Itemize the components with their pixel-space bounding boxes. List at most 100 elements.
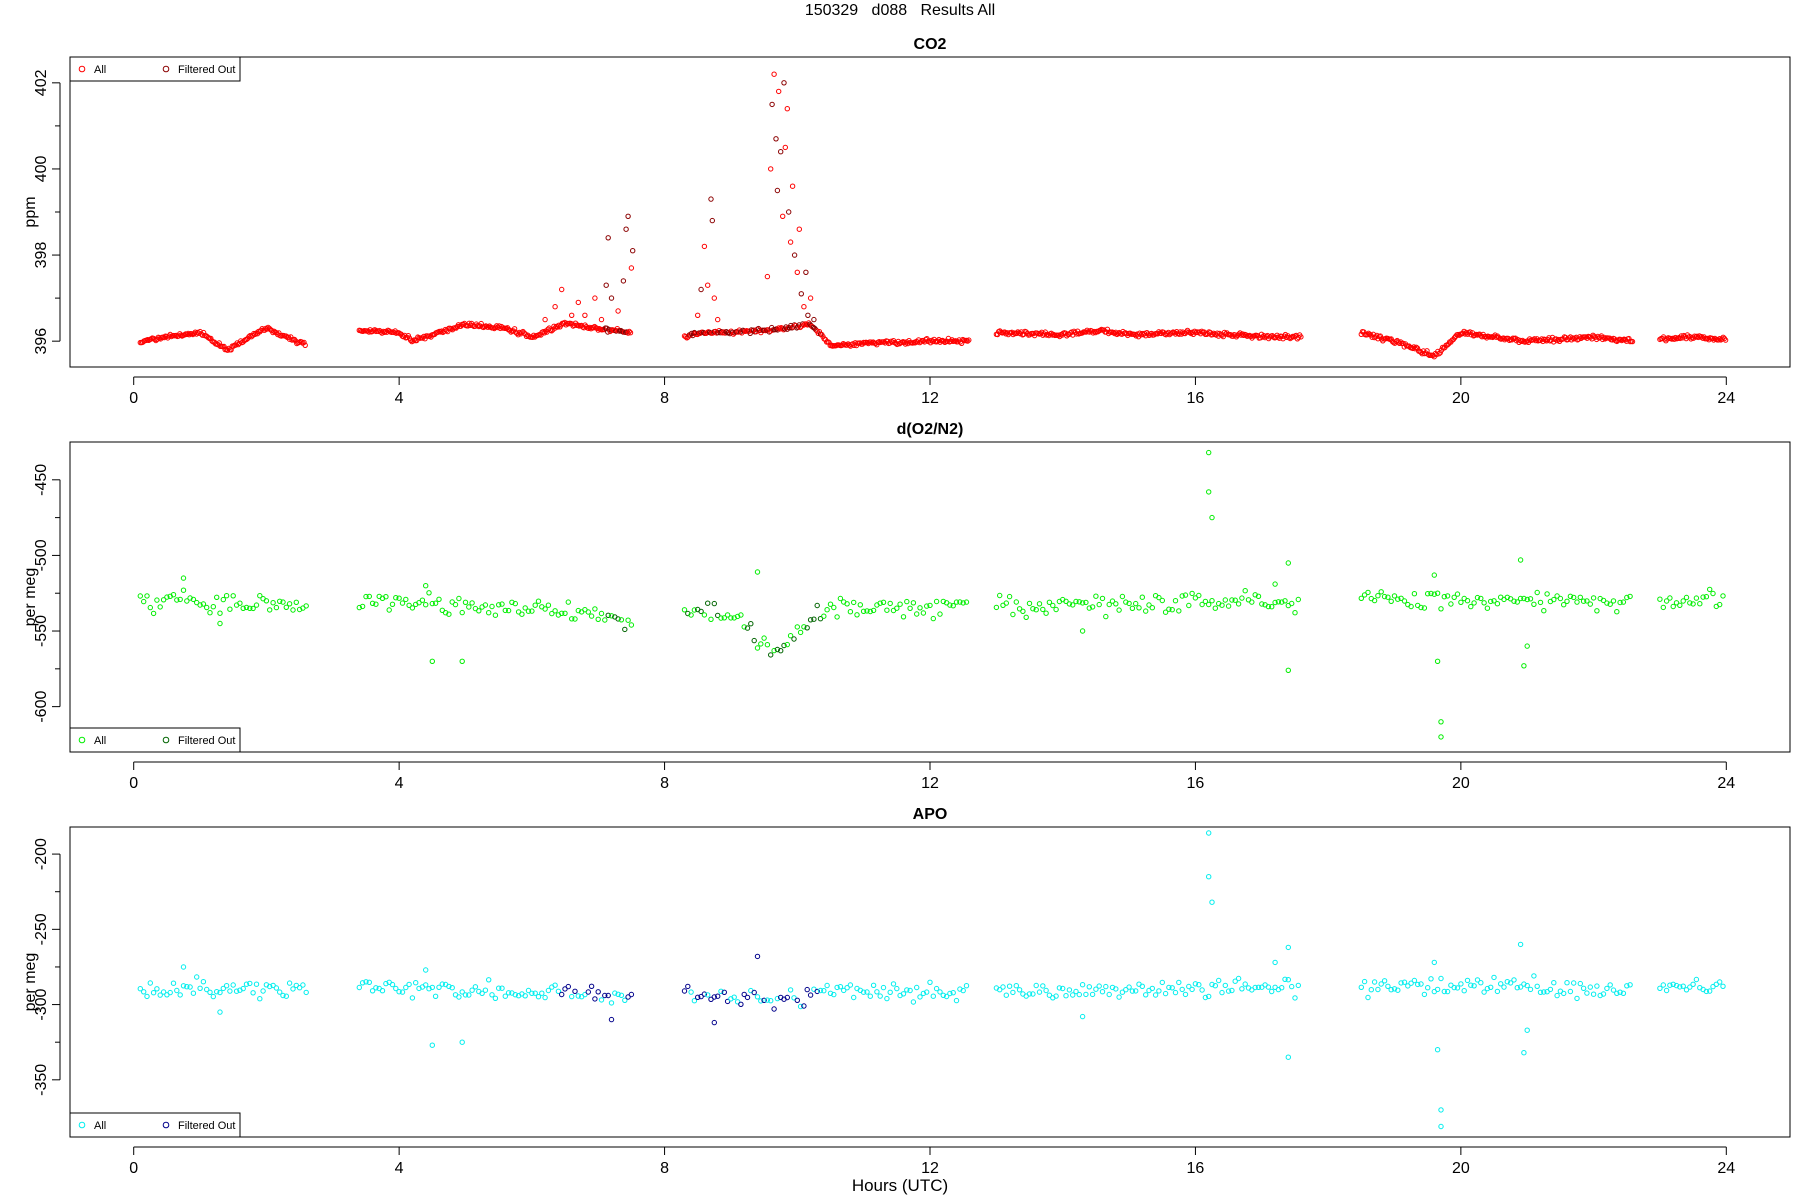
data-point: [1436, 351, 1442, 357]
data-point: [1418, 981, 1424, 987]
data-point: [277, 598, 283, 604]
data-point: [626, 328, 632, 335]
data-point: [1501, 984, 1507, 990]
data-point: [1166, 606, 1172, 612]
data-point: [1225, 988, 1232, 994]
data-point: [628, 622, 635, 628]
data-point: [552, 982, 558, 988]
data-point: [860, 608, 867, 614]
data-point: [1289, 983, 1295, 990]
data-point: [233, 988, 240, 994]
data-point: [1388, 598, 1394, 604]
data-point: [164, 594, 170, 600]
data-point: [691, 998, 698, 1004]
data-point: [1292, 610, 1298, 616]
data-point: [1109, 598, 1116, 604]
data-point-filtered: [715, 993, 721, 999]
data-point: [535, 994, 542, 1000]
data-point: [1206, 830, 1212, 836]
data-point: [1358, 595, 1365, 601]
data-point-filtered: [605, 612, 611, 618]
data-point: [1259, 601, 1265, 607]
data-point: [964, 338, 971, 344]
data-point: [598, 997, 605, 1003]
data-point: [1225, 603, 1232, 609]
data-point: [180, 575, 187, 581]
data-point: [797, 324, 803, 331]
data-point: [1199, 987, 1205, 993]
data-point: [423, 967, 429, 973]
data-point: [900, 991, 907, 997]
data-point: [880, 599, 887, 605]
data-point: [1275, 599, 1282, 605]
data-point: [1159, 597, 1166, 604]
legend-label-all: All: [94, 735, 106, 747]
data-point: [180, 964, 187, 970]
panel-co2: CO2 ppm 0 4 8 12 16 20 24 396 398 400 402 All Filtered…: [22, 36, 1791, 407]
data-point: [148, 336, 154, 342]
data-point: [1106, 991, 1112, 998]
data-point-filtered: [608, 295, 615, 301]
data-point: [184, 598, 190, 604]
data-point: [914, 984, 920, 991]
data-point: [1070, 992, 1076, 998]
data-point: [764, 997, 771, 1003]
data-point: [1192, 981, 1199, 987]
data-point: [801, 624, 807, 630]
data-point: [177, 596, 183, 603]
data-point: [396, 595, 402, 601]
data-point: [423, 602, 429, 608]
data-point-filtered: [814, 602, 820, 609]
data-point: [1660, 982, 1667, 988]
data-point: [1295, 334, 1302, 341]
data-point: [154, 597, 160, 603]
data-point: [1484, 605, 1491, 611]
data-point: [1683, 594, 1690, 601]
data-point: [1255, 593, 1262, 599]
data-point: [1554, 992, 1560, 999]
data-point: [1222, 982, 1229, 989]
data-point: [1219, 989, 1225, 996]
data-point: [721, 615, 727, 621]
data-point: [933, 985, 940, 992]
data-point: [1561, 990, 1567, 997]
data-point: [1113, 601, 1119, 607]
data-point: [1285, 944, 1292, 951]
data-point: [1026, 600, 1033, 607]
data-point: [247, 980, 253, 987]
data-point: [1551, 596, 1557, 603]
data-point: [1020, 608, 1026, 614]
data-point: [944, 338, 950, 345]
data-point: [253, 981, 260, 987]
data-point: [1365, 589, 1371, 596]
data-point: [801, 322, 807, 328]
data-point: [1620, 990, 1627, 996]
data-point: [1016, 987, 1023, 993]
data-point: [1454, 591, 1461, 597]
data-point: [1527, 986, 1534, 993]
data-point: [1186, 983, 1192, 990]
data-point: [1624, 983, 1630, 989]
data-point: [555, 988, 562, 994]
y-tick-label: 398: [33, 242, 50, 269]
data-point: [472, 984, 479, 990]
data-point: [924, 603, 930, 609]
data-point: [900, 614, 907, 620]
data-point: [1498, 981, 1504, 987]
data-point: [1693, 976, 1700, 983]
data-point: [851, 994, 857, 1001]
data-point: [1292, 995, 1298, 1001]
data-point: [1700, 594, 1706, 600]
data-point: [194, 974, 200, 980]
x-tick-label: 0: [129, 390, 138, 407]
data-point: [708, 616, 714, 622]
data-point: [462, 992, 469, 998]
data-point: [1127, 330, 1133, 336]
data-point-filtered: [708, 196, 714, 202]
data-point: [270, 329, 276, 336]
data-point: [207, 989, 213, 995]
data-point: [389, 981, 396, 988]
data-point: [867, 993, 873, 999]
data-point: [1431, 572, 1438, 578]
data-point: [1707, 988, 1713, 994]
